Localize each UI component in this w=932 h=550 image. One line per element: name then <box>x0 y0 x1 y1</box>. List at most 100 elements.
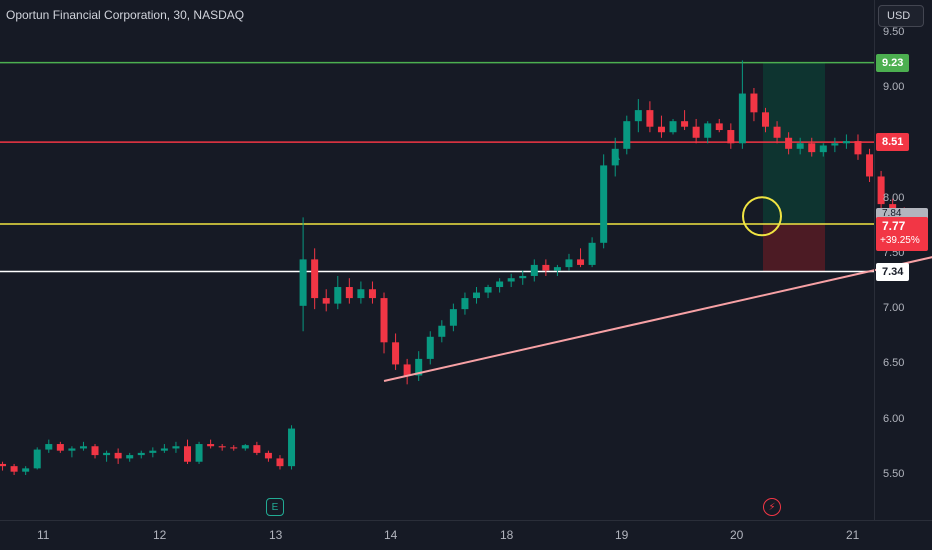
candle-body-73 <box>831 143 839 146</box>
candle-body-32 <box>357 289 365 299</box>
candle-body-77 <box>877 176 885 205</box>
y-tick-label: 9.50 <box>883 25 905 38</box>
candle-body-50 <box>565 259 573 268</box>
currency-button[interactable]: USD <box>878 5 924 27</box>
candle-body-62 <box>704 123 712 138</box>
candle-body-56 <box>634 110 642 122</box>
current-price-badge: 7.77 +39.25% <box>876 217 928 251</box>
candle-body-27 <box>299 259 307 306</box>
y-tick-label: 7.00 <box>883 302 905 315</box>
level-tag-8-51: 8.51 <box>876 133 910 152</box>
x-tick-label: 13 <box>269 528 283 542</box>
candle-body-11 <box>114 452 122 459</box>
candle-body-22 <box>241 445 249 449</box>
y-tick-label: 8.00 <box>883 191 905 204</box>
candle-body-8 <box>79 446 87 449</box>
candle-body-3 <box>22 468 30 472</box>
support-trendline <box>383 256 932 382</box>
y-tick-label: 6.00 <box>883 412 905 425</box>
candle-body-63 <box>715 123 723 131</box>
price-change: +39.25% <box>880 235 920 246</box>
candle-body-25 <box>276 458 284 467</box>
candle-body-76 <box>866 154 874 177</box>
candle-body-59 <box>669 121 677 133</box>
candle-body-52 <box>588 242 596 265</box>
candle-body-45 <box>507 278 515 282</box>
candle-body-58 <box>657 126 665 133</box>
candle-body-67 <box>762 112 769 127</box>
candle-body-13 <box>137 452 145 456</box>
current-price: 7.77 <box>882 219 906 233</box>
candle-body-60 <box>681 121 689 127</box>
x-tick-label: 12 <box>153 528 167 542</box>
candle-body-55 <box>623 121 631 149</box>
candle-body-31 <box>345 287 353 299</box>
candle-body-17 <box>184 446 191 462</box>
x-tick-label: 19 <box>615 528 629 542</box>
candle-body-14 <box>149 450 157 453</box>
signal-arrow <box>612 152 620 160</box>
candle-body-75 <box>854 141 862 155</box>
candle-body-51 <box>577 259 585 265</box>
candle-body-68 <box>773 126 781 138</box>
candle-body-6 <box>56 444 64 451</box>
level-tag-7-34: 7.34 <box>876 262 910 281</box>
y-tick-label: 5.50 <box>883 468 905 480</box>
candle-body-35 <box>392 342 400 365</box>
candle-body-26 <box>288 428 296 467</box>
price-axis-divider <box>874 0 875 520</box>
x-tick-label: 18 <box>500 528 514 542</box>
candle-body-42 <box>473 292 480 299</box>
candle-body-10 <box>103 452 111 456</box>
candle-body-69 <box>785 137 793 149</box>
candle-body-53 <box>600 165 608 243</box>
candle-body-41 <box>461 298 469 310</box>
candle-body-12 <box>126 455 134 459</box>
candle-body-71 <box>808 143 816 153</box>
candle-body-15 <box>160 448 168 451</box>
candle-body-57 <box>646 110 654 127</box>
candle-body-9 <box>91 446 99 456</box>
candle-body-30 <box>334 287 342 304</box>
candle-body-7 <box>68 448 76 451</box>
candle-body-28 <box>311 259 319 299</box>
time-axis-divider <box>0 520 932 521</box>
candle-body-21 <box>230 447 238 449</box>
candle-body-49 <box>553 267 561 271</box>
candle-body-39 <box>438 325 446 337</box>
lightning-event-icon[interactable]: ⚡ <box>763 498 781 516</box>
candle-body-40 <box>449 309 457 326</box>
x-tick-label: 20 <box>730 528 744 542</box>
candle-body-43 <box>484 287 492 293</box>
x-tick-label: 14 <box>384 528 398 542</box>
candle-body-16 <box>172 446 180 449</box>
candle-body-48 <box>542 264 550 271</box>
candle-body-37 <box>415 358 423 376</box>
candle-body-29 <box>322 298 330 304</box>
x-tick-label: 21 <box>846 528 860 542</box>
candle-body-2 <box>10 466 18 472</box>
candle-body-4 <box>33 449 41 469</box>
candle-body-38 <box>426 336 434 359</box>
candle-body-66 <box>750 93 758 113</box>
candle-body-33 <box>368 289 376 299</box>
candle-body-46 <box>519 275 527 279</box>
candle-body-64 <box>727 130 735 144</box>
earnings-marker-icon[interactable]: E <box>266 498 284 516</box>
candle-body-20 <box>218 446 226 448</box>
candle-body-18 <box>195 444 203 462</box>
candle-body-47 <box>530 264 538 276</box>
candle-body-1 <box>0 463 7 467</box>
candle-body-34 <box>380 298 388 343</box>
candle-body-24 <box>264 452 272 459</box>
candle-body-74 <box>842 141 850 144</box>
symbol-title: Oportun Financial Corporation, 30, NASDA… <box>6 8 245 22</box>
level-tag-9-23: 9.23 <box>876 53 910 72</box>
candle-body-61 <box>692 126 700 138</box>
candle-body-78 <box>889 204 897 210</box>
candle-body-65 <box>738 93 746 144</box>
highlight-circle <box>742 196 782 237</box>
candle-body-5 <box>45 444 53 450</box>
candle-body-44 <box>496 281 504 288</box>
